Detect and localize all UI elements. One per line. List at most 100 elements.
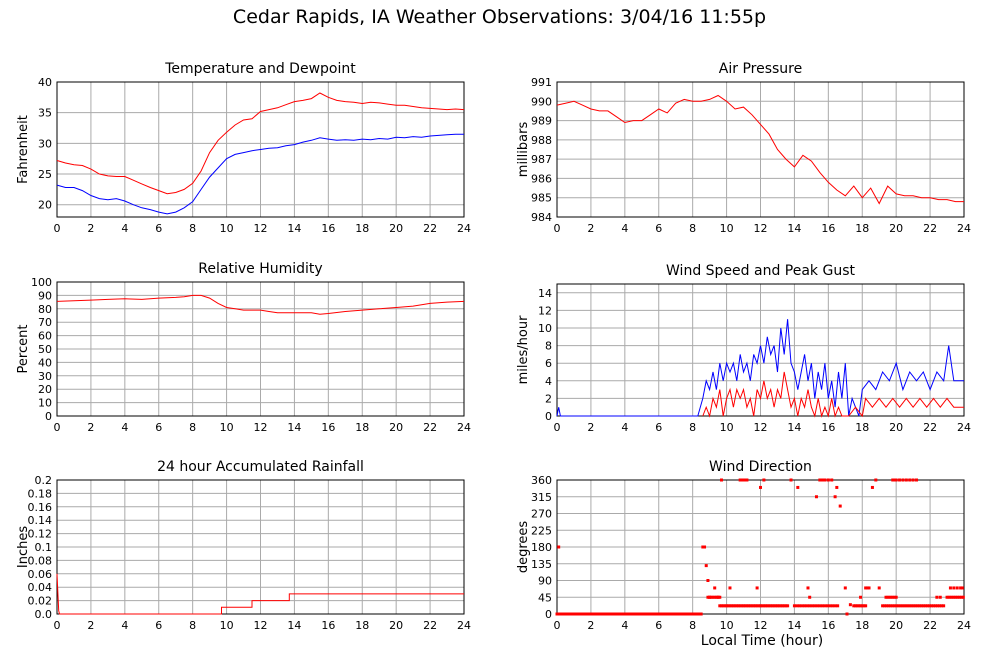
y-tick-label: 40	[38, 356, 52, 369]
x-tick-label: 2	[87, 421, 94, 434]
direction-point	[706, 595, 710, 599]
y-tick-label: 25	[38, 168, 52, 181]
direction-point	[935, 595, 939, 599]
x-tick-label: 16	[821, 421, 835, 434]
direction-point	[831, 604, 835, 608]
direction-point	[947, 595, 951, 599]
x-tick-label: 20	[389, 222, 403, 235]
x-tick-label: 20	[889, 619, 903, 632]
x-tick-label: 4	[121, 222, 128, 235]
direction-point	[951, 595, 955, 599]
direction-point	[718, 604, 722, 608]
x-tick-label: 10	[220, 222, 234, 235]
x-tick-label: 24	[957, 619, 971, 632]
y-tick-label: 985	[531, 192, 552, 205]
direction-point	[901, 604, 905, 608]
x-tick-label: 22	[423, 222, 437, 235]
direction-point	[713, 595, 717, 599]
direction-point	[948, 586, 952, 590]
direction-point	[781, 604, 785, 608]
direction-point	[815, 604, 819, 608]
x-tick-label: 16	[321, 222, 335, 235]
x-tick-label: 0	[54, 619, 61, 632]
x-tick-label: 22	[923, 421, 937, 434]
x-tick-label: 22	[423, 619, 437, 632]
y-tick-label: 20	[38, 199, 52, 212]
direction-point	[915, 478, 919, 482]
direction-point	[859, 604, 863, 608]
direction-point	[792, 604, 796, 608]
x-tick-label: 14	[787, 619, 801, 632]
x-tick-label: 8	[189, 222, 196, 235]
direction-point	[835, 485, 839, 489]
direction-point	[725, 604, 729, 608]
x-tick-label: 10	[720, 421, 734, 434]
direction-point	[828, 604, 832, 608]
direction-point	[860, 604, 864, 608]
x-tick-label: 18	[855, 222, 869, 235]
x-tick-label: 12	[754, 619, 768, 632]
x-tick-label: 24	[457, 421, 471, 434]
y-tick-label: 0	[545, 608, 552, 621]
direction-point	[770, 604, 774, 608]
direction-point	[929, 604, 933, 608]
direction-point	[803, 604, 807, 608]
direction-point	[886, 595, 890, 599]
direction-point	[864, 586, 868, 590]
direction-point	[953, 595, 957, 599]
y-tick-label: 90	[38, 289, 52, 302]
y-tick-label: 270	[531, 508, 552, 521]
direction-point	[718, 595, 722, 599]
x-tick-label: 8	[689, 619, 696, 632]
y-tick-label: 986	[531, 172, 552, 185]
direction-point	[750, 604, 754, 608]
x-tick-label: 14	[287, 222, 301, 235]
y-axis-label: Fahrenheit	[16, 115, 31, 184]
x-tick-label: 14	[787, 421, 801, 434]
direction-point	[719, 478, 723, 482]
direction-point	[713, 586, 717, 590]
direction-point	[838, 504, 842, 508]
direction-point	[911, 478, 915, 482]
y-axis-label: degrees	[516, 521, 531, 574]
y-tick-label: 984	[531, 211, 552, 224]
direction-point	[904, 478, 908, 482]
direction-point	[796, 485, 800, 489]
chart-title: Air Pressure	[719, 61, 802, 77]
y-tick-label: 0.16	[28, 501, 53, 514]
direction-point	[760, 604, 764, 608]
direction-point	[892, 478, 896, 482]
direction-point	[733, 604, 737, 608]
x-tick-label: 4	[121, 421, 128, 434]
direction-point	[703, 545, 707, 549]
direction-point	[821, 478, 825, 482]
direction-point	[810, 604, 814, 608]
x-tick-label: 22	[423, 421, 437, 434]
direction-point	[765, 604, 769, 608]
direction-point	[818, 478, 822, 482]
direction-point	[719, 604, 723, 608]
direction-point	[917, 604, 921, 608]
x-tick-label: 6	[155, 222, 162, 235]
y-tick-label: 12	[538, 304, 552, 317]
direction-point	[957, 595, 961, 599]
direction-point	[779, 604, 783, 608]
direction-point	[740, 478, 744, 482]
direction-point	[864, 604, 868, 608]
direction-point	[925, 604, 929, 608]
direction-point	[775, 604, 779, 608]
direction-point	[774, 604, 778, 608]
y-tick-label: 990	[531, 95, 552, 108]
direction-point	[913, 604, 917, 608]
direction-point	[755, 586, 759, 590]
y-axis-label: Percent	[16, 325, 31, 374]
y-tick-label: 0.14	[28, 514, 53, 527]
direction-point	[919, 604, 923, 608]
x-tick-label: 0	[554, 619, 561, 632]
direction-point	[898, 478, 902, 482]
direction-point	[701, 545, 705, 549]
direction-point	[743, 604, 747, 608]
x-tick-label: 16	[821, 222, 835, 235]
series-line-0	[56, 294, 465, 315]
